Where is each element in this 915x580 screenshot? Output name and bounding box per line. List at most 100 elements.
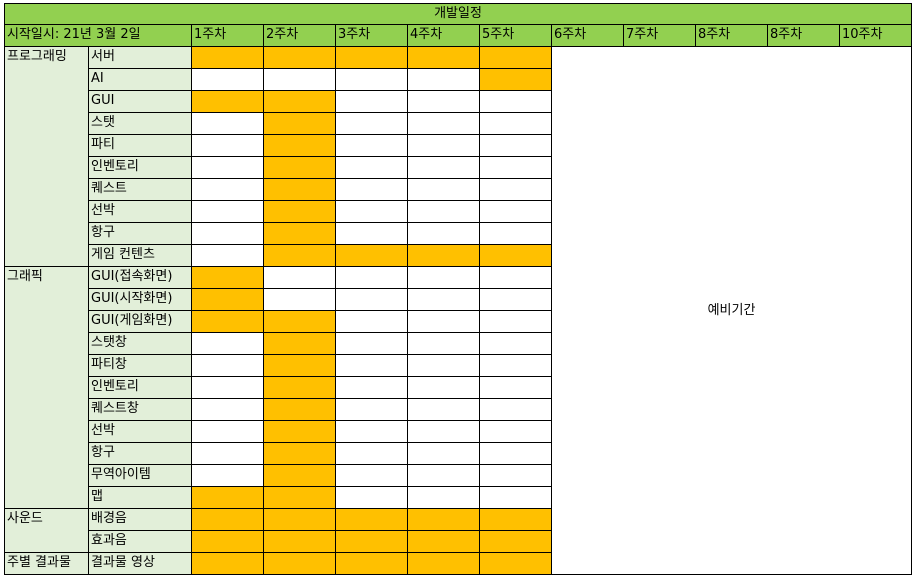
empty-cell[interactable] — [335, 200, 408, 223]
empty-cell[interactable] — [335, 310, 408, 333]
empty-cell[interactable] — [191, 222, 264, 245]
scheduled-cell[interactable] — [191, 530, 264, 553]
empty-cell[interactable] — [407, 332, 480, 355]
week-header-cell[interactable]: 8주차 — [767, 24, 840, 47]
task-name-cell[interactable]: 맵 — [88, 486, 192, 509]
empty-cell[interactable] — [407, 420, 480, 443]
empty-cell[interactable] — [407, 134, 480, 157]
task-name-cell[interactable]: 파티창 — [88, 354, 192, 377]
empty-cell[interactable] — [191, 376, 264, 399]
task-name-cell[interactable]: 퀘스트 — [88, 178, 192, 201]
scheduled-cell[interactable] — [191, 508, 264, 531]
empty-cell[interactable] — [263, 288, 336, 311]
empty-cell[interactable] — [407, 200, 480, 223]
empty-cell[interactable] — [335, 486, 408, 509]
scheduled-cell[interactable] — [263, 134, 336, 157]
empty-cell[interactable] — [479, 420, 552, 443]
scheduled-cell[interactable] — [263, 464, 336, 487]
empty-cell[interactable] — [479, 354, 552, 377]
scheduled-cell[interactable] — [191, 266, 264, 289]
sheet-title-cell[interactable]: 개발일정 — [4, 3, 912, 25]
empty-cell[interactable] — [407, 112, 480, 135]
empty-cell[interactable] — [407, 288, 480, 311]
task-name-cell[interactable]: 선박 — [88, 200, 192, 223]
empty-cell[interactable] — [335, 266, 408, 289]
empty-cell[interactable] — [407, 68, 480, 91]
empty-cell[interactable] — [191, 134, 264, 157]
empty-cell[interactable] — [191, 398, 264, 421]
empty-cell[interactable] — [479, 398, 552, 421]
empty-cell[interactable] — [407, 398, 480, 421]
week-header-cell[interactable]: 2주차 — [263, 24, 336, 47]
week-header-cell[interactable]: 3주차 — [335, 24, 408, 47]
scheduled-cell[interactable] — [407, 552, 480, 575]
scheduled-cell[interactable] — [191, 310, 264, 333]
scheduled-cell[interactable] — [263, 398, 336, 421]
scheduled-cell[interactable] — [263, 178, 336, 201]
task-name-cell[interactable]: AI — [88, 68, 192, 91]
scheduled-cell[interactable] — [191, 552, 264, 575]
empty-cell[interactable] — [407, 156, 480, 179]
empty-cell[interactable] — [479, 332, 552, 355]
scheduled-cell[interactable] — [263, 90, 336, 113]
empty-cell[interactable] — [263, 68, 336, 91]
scheduled-cell[interactable] — [479, 244, 552, 267]
category-cell[interactable]: 프로그래밍 — [4, 46, 89, 267]
empty-cell[interactable] — [479, 442, 552, 465]
empty-cell[interactable] — [335, 464, 408, 487]
empty-cell[interactable] — [263, 266, 336, 289]
empty-cell[interactable] — [191, 420, 264, 443]
empty-cell[interactable] — [335, 68, 408, 91]
scheduled-cell[interactable] — [263, 222, 336, 245]
empty-cell[interactable] — [407, 90, 480, 113]
empty-cell[interactable] — [335, 354, 408, 377]
empty-cell[interactable] — [191, 332, 264, 355]
empty-cell[interactable] — [335, 90, 408, 113]
empty-cell[interactable] — [335, 376, 408, 399]
scheduled-cell[interactable] — [263, 46, 336, 69]
task-name-cell[interactable]: GUI(시작화면) — [88, 288, 192, 311]
scheduled-cell[interactable] — [263, 420, 336, 443]
scheduled-cell[interactable] — [335, 552, 408, 575]
empty-cell[interactable] — [479, 310, 552, 333]
task-name-cell[interactable]: 인벤토리 — [88, 156, 192, 179]
scheduled-cell[interactable] — [263, 530, 336, 553]
task-name-cell[interactable]: 배경음 — [88, 508, 192, 531]
scheduled-cell[interactable] — [263, 332, 336, 355]
empty-cell[interactable] — [479, 90, 552, 113]
empty-cell[interactable] — [479, 112, 552, 135]
buffer-period-cell[interactable]: 예비기간 — [551, 46, 912, 575]
scheduled-cell[interactable] — [263, 156, 336, 179]
empty-cell[interactable] — [479, 266, 552, 289]
empty-cell[interactable] — [479, 376, 552, 399]
task-name-cell[interactable]: GUI(접속화면) — [88, 266, 192, 289]
start-date-cell[interactable]: 시작일시: 21년 3월 2일 — [4, 24, 192, 47]
empty-cell[interactable] — [191, 178, 264, 201]
empty-cell[interactable] — [407, 222, 480, 245]
empty-cell[interactable] — [335, 156, 408, 179]
empty-cell[interactable] — [407, 178, 480, 201]
empty-cell[interactable] — [479, 178, 552, 201]
week-header-cell[interactable]: 6주차 — [551, 24, 624, 47]
empty-cell[interactable] — [335, 332, 408, 355]
empty-cell[interactable] — [407, 310, 480, 333]
task-name-cell[interactable]: 결과물 영상 — [88, 552, 192, 575]
task-name-cell[interactable]: 게임 컨텐츠 — [88, 244, 192, 267]
week-header-cell[interactable]: 7주차 — [623, 24, 696, 47]
scheduled-cell[interactable] — [479, 530, 552, 553]
empty-cell[interactable] — [407, 442, 480, 465]
scheduled-cell[interactable] — [335, 244, 408, 267]
empty-cell[interactable] — [191, 156, 264, 179]
scheduled-cell[interactable] — [263, 486, 336, 509]
empty-cell[interactable] — [335, 222, 408, 245]
scheduled-cell[interactable] — [263, 112, 336, 135]
empty-cell[interactable] — [479, 134, 552, 157]
week-header-cell[interactable]: 1주차 — [191, 24, 264, 47]
task-name-cell[interactable]: 항구 — [88, 222, 192, 245]
empty-cell[interactable] — [335, 134, 408, 157]
scheduled-cell[interactable] — [263, 552, 336, 575]
empty-cell[interactable] — [191, 112, 264, 135]
empty-cell[interactable] — [407, 486, 480, 509]
task-name-cell[interactable]: 효과음 — [88, 530, 192, 553]
empty-cell[interactable] — [479, 156, 552, 179]
